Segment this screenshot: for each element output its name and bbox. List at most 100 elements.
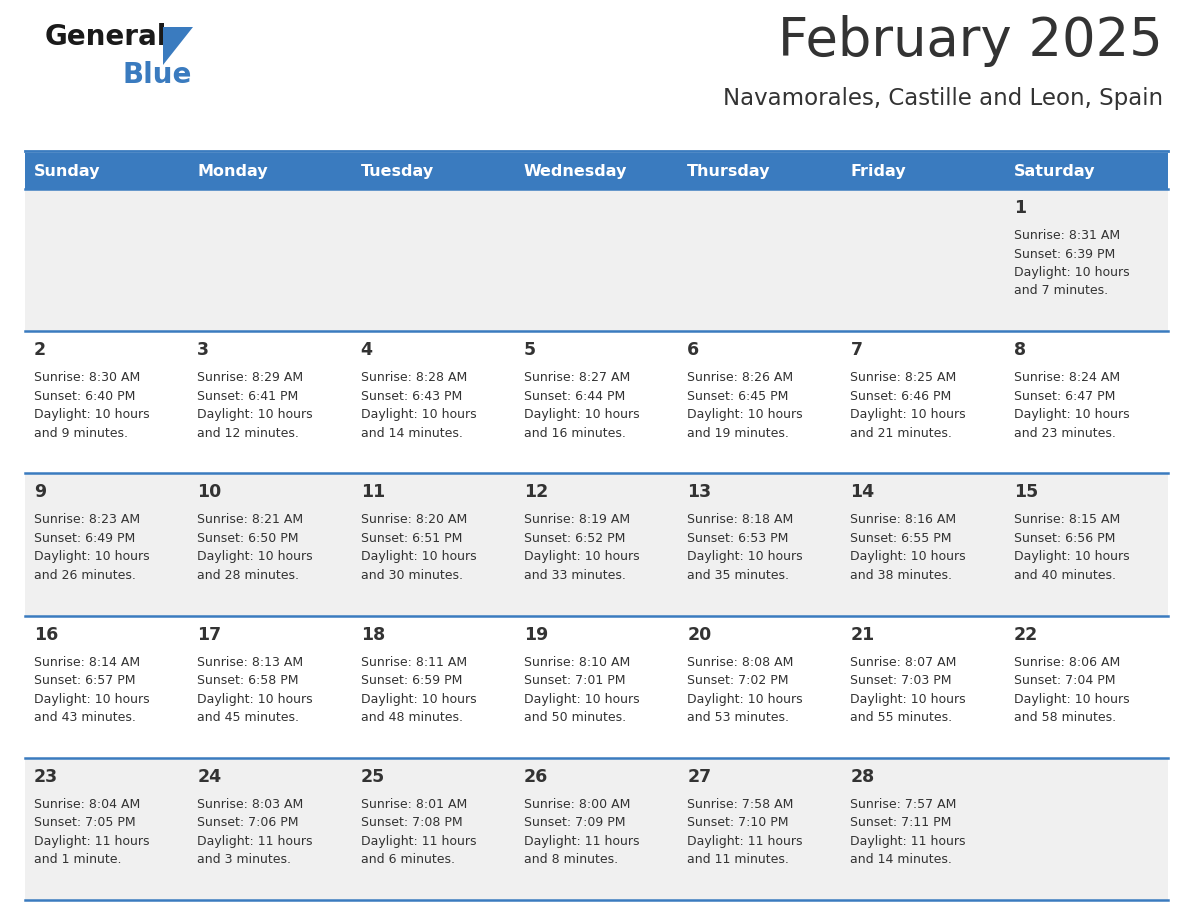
Text: Sunrise: 8:13 AM: Sunrise: 8:13 AM [197, 655, 303, 668]
Bar [678, 153, 841, 189]
Text: Sunset: 6:58 PM: Sunset: 6:58 PM [197, 674, 299, 687]
Text: Navamorales, Castille and Leon, Spain: Navamorales, Castille and Leon, Spain [722, 87, 1163, 110]
Text: Daylight: 10 hours: Daylight: 10 hours [851, 409, 966, 421]
Text: and 9 minutes.: and 9 minutes. [34, 427, 128, 440]
Text: Sunrise: 8:31 AM: Sunrise: 8:31 AM [1013, 229, 1120, 242]
Text: 13: 13 [687, 484, 712, 501]
Text: Sunrise: 7:58 AM: Sunrise: 7:58 AM [687, 798, 794, 811]
Text: and 16 minutes.: and 16 minutes. [524, 427, 626, 440]
Text: Sunset: 7:05 PM: Sunset: 7:05 PM [34, 816, 135, 829]
Bar [352, 153, 514, 189]
Text: and 30 minutes.: and 30 minutes. [361, 569, 462, 582]
Text: Sunset: 6:46 PM: Sunset: 6:46 PM [851, 390, 952, 403]
Text: Monday: Monday [197, 163, 268, 178]
Text: Sunrise: 8:19 AM: Sunrise: 8:19 AM [524, 513, 630, 526]
Bar [514, 153, 678, 189]
Text: 20: 20 [687, 625, 712, 644]
Text: Sunset: 6:59 PM: Sunset: 6:59 PM [361, 674, 462, 687]
Text: Daylight: 10 hours: Daylight: 10 hours [687, 409, 803, 421]
Text: Sunrise: 8:28 AM: Sunrise: 8:28 AM [361, 371, 467, 385]
Text: 28: 28 [851, 767, 874, 786]
Text: and 43 minutes.: and 43 minutes. [34, 711, 135, 724]
Text: 25: 25 [361, 767, 385, 786]
Text: 22: 22 [1013, 625, 1038, 644]
Text: Blue: Blue [124, 61, 192, 89]
Text: and 28 minutes.: and 28 minutes. [197, 569, 299, 582]
Text: Thursday: Thursday [687, 163, 771, 178]
Text: and 53 minutes.: and 53 minutes. [687, 711, 789, 724]
Text: 21: 21 [851, 625, 874, 644]
Text: Daylight: 10 hours: Daylight: 10 hours [34, 692, 150, 706]
Text: 9: 9 [34, 484, 46, 501]
Text: and 23 minutes.: and 23 minutes. [1013, 427, 1116, 440]
Text: Daylight: 10 hours: Daylight: 10 hours [361, 551, 476, 564]
Bar [841, 153, 1005, 189]
Text: Sunset: 6:45 PM: Sunset: 6:45 PM [687, 390, 789, 403]
Text: Sunrise: 7:57 AM: Sunrise: 7:57 AM [851, 798, 956, 811]
Text: Sunset: 7:03 PM: Sunset: 7:03 PM [851, 674, 952, 687]
Text: Daylight: 11 hours: Daylight: 11 hours [34, 834, 150, 848]
Text: 3: 3 [197, 341, 209, 359]
Text: and 11 minutes.: and 11 minutes. [687, 854, 789, 867]
Text: and 12 minutes.: and 12 minutes. [197, 427, 299, 440]
Text: Tuesday: Tuesday [361, 163, 434, 178]
Text: Sunrise: 8:15 AM: Sunrise: 8:15 AM [1013, 513, 1120, 526]
Text: Sunrise: 8:20 AM: Sunrise: 8:20 AM [361, 513, 467, 526]
Text: Sunset: 7:09 PM: Sunset: 7:09 PM [524, 816, 625, 829]
Text: Wednesday: Wednesday [524, 163, 627, 178]
Text: and 33 minutes.: and 33 minutes. [524, 569, 626, 582]
Text: 14: 14 [851, 484, 874, 501]
Text: Sunset: 6:39 PM: Sunset: 6:39 PM [1013, 248, 1116, 261]
Text: 12: 12 [524, 484, 548, 501]
Text: Sunset: 7:10 PM: Sunset: 7:10 PM [687, 816, 789, 829]
Bar [25, 474, 1168, 616]
Text: Sunrise: 8:27 AM: Sunrise: 8:27 AM [524, 371, 630, 385]
Text: Sunrise: 8:25 AM: Sunrise: 8:25 AM [851, 371, 956, 385]
Text: and 50 minutes.: and 50 minutes. [524, 711, 626, 724]
Text: Sunset: 6:40 PM: Sunset: 6:40 PM [34, 390, 135, 403]
Text: Daylight: 10 hours: Daylight: 10 hours [851, 692, 966, 706]
Bar [25, 153, 188, 189]
Text: and 1 minute.: and 1 minute. [34, 854, 121, 867]
Text: Sunrise: 8:07 AM: Sunrise: 8:07 AM [851, 655, 956, 668]
Text: Daylight: 11 hours: Daylight: 11 hours [197, 834, 312, 848]
Text: Daylight: 10 hours: Daylight: 10 hours [1013, 266, 1130, 279]
Text: 11: 11 [361, 484, 385, 501]
Text: Daylight: 10 hours: Daylight: 10 hours [361, 692, 476, 706]
Text: Sunrise: 8:23 AM: Sunrise: 8:23 AM [34, 513, 140, 526]
Text: 26: 26 [524, 767, 548, 786]
Text: Sunset: 6:49 PM: Sunset: 6:49 PM [34, 532, 135, 545]
Text: Sunset: 7:04 PM: Sunset: 7:04 PM [1013, 674, 1116, 687]
Text: Sunrise: 8:18 AM: Sunrise: 8:18 AM [687, 513, 794, 526]
Text: Sunset: 6:57 PM: Sunset: 6:57 PM [34, 674, 135, 687]
Text: 1: 1 [1013, 199, 1026, 217]
Text: Daylight: 10 hours: Daylight: 10 hours [197, 551, 312, 564]
Text: Daylight: 10 hours: Daylight: 10 hours [524, 692, 639, 706]
Text: Sunset: 6:43 PM: Sunset: 6:43 PM [361, 390, 462, 403]
Bar [25, 189, 1168, 331]
Text: and 58 minutes.: and 58 minutes. [1013, 711, 1116, 724]
Text: Saturday: Saturday [1013, 163, 1095, 178]
Text: Daylight: 10 hours: Daylight: 10 hours [851, 551, 966, 564]
Text: February 2025: February 2025 [778, 15, 1163, 67]
Text: Sunset: 6:41 PM: Sunset: 6:41 PM [197, 390, 298, 403]
Text: Daylight: 11 hours: Daylight: 11 hours [361, 834, 476, 848]
Text: Daylight: 10 hours: Daylight: 10 hours [1013, 409, 1130, 421]
Text: 4: 4 [361, 341, 373, 359]
Text: and 8 minutes.: and 8 minutes. [524, 854, 618, 867]
Text: Sunrise: 8:16 AM: Sunrise: 8:16 AM [851, 513, 956, 526]
Text: and 48 minutes.: and 48 minutes. [361, 711, 462, 724]
Text: Sunrise: 8:30 AM: Sunrise: 8:30 AM [34, 371, 140, 385]
Text: Friday: Friday [851, 163, 906, 178]
Text: Daylight: 10 hours: Daylight: 10 hours [34, 551, 150, 564]
Text: Daylight: 11 hours: Daylight: 11 hours [851, 834, 966, 848]
Text: Sunset: 7:08 PM: Sunset: 7:08 PM [361, 816, 462, 829]
Bar [188, 153, 352, 189]
Text: Sunset: 6:50 PM: Sunset: 6:50 PM [197, 532, 299, 545]
Text: Sunset: 6:56 PM: Sunset: 6:56 PM [1013, 532, 1116, 545]
Text: 16: 16 [34, 625, 58, 644]
Text: 15: 15 [1013, 484, 1038, 501]
Text: Daylight: 10 hours: Daylight: 10 hours [687, 692, 803, 706]
Text: and 7 minutes.: and 7 minutes. [1013, 285, 1108, 297]
Bar [25, 331, 1168, 474]
